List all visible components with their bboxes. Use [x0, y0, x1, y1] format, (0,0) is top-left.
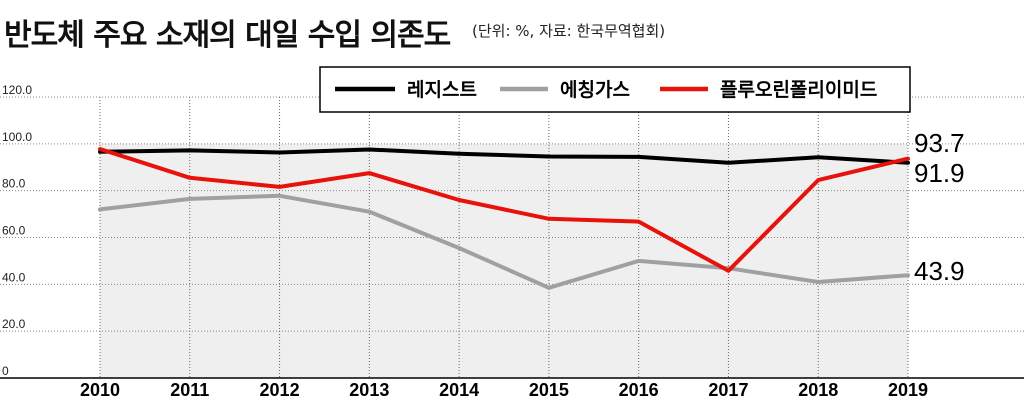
data-point — [458, 247, 460, 249]
data-point — [368, 148, 370, 150]
plot-background — [100, 143, 908, 378]
x-tick-label: 2010 — [80, 380, 120, 400]
data-point — [817, 179, 819, 181]
grid-lines — [0, 96, 1024, 378]
x-tick-label: 2016 — [619, 380, 659, 400]
data-point — [279, 186, 281, 188]
data-point — [189, 198, 191, 200]
data-point — [907, 162, 909, 164]
x-tick-label: 2013 — [349, 380, 389, 400]
data-point — [907, 274, 909, 276]
data-point — [727, 270, 729, 272]
data-point — [99, 151, 101, 153]
data-point — [99, 148, 101, 150]
data-point — [817, 156, 819, 158]
data-point — [907, 158, 909, 160]
x-axis: 2010 2011 2012 2013 2014 2015 2016 2017 2018 2019 — [0, 377, 1024, 400]
y-tick-label: 120.0 — [2, 83, 32, 97]
x-tick-label: 2015 — [529, 380, 569, 400]
data-point — [368, 172, 370, 174]
series-line-1 — [98, 147, 910, 165]
y-axis-ticks: 0 20.0 40.0 60.0 80.0 100.0 120.0 — [2, 83, 32, 378]
x-tick-label: 2018 — [798, 380, 838, 400]
data-point — [189, 177, 191, 179]
legend-box — [319, 66, 911, 113]
data-point — [99, 208, 101, 210]
data-point — [638, 156, 640, 158]
chart-subtitle: (단위: %, 자료: 한국무역협회) — [472, 22, 666, 40]
series-line-3 — [98, 147, 910, 273]
y-tick-label: 0 — [2, 364, 9, 378]
y-tick-label: 40.0 — [2, 270, 26, 284]
end-labels: 93.791.9 43.9 — [914, 128, 965, 286]
y-tick-label: 100.0 — [2, 130, 32, 144]
data-point — [548, 218, 550, 220]
data-point — [458, 153, 460, 155]
legend: 레지스트 에칭가스 플루오린폴리이미드 — [319, 66, 911, 113]
x-tick-label: 2019 — [888, 380, 928, 400]
y-tick-label: 20.0 — [2, 317, 26, 331]
data-point — [458, 199, 460, 201]
x-tick-label: 2014 — [439, 380, 479, 400]
y-tick-label: 80.0 — [2, 177, 26, 191]
data-point — [189, 149, 191, 151]
y-tick-label: 60.0 — [2, 224, 26, 238]
x-tick-label: 2017 — [708, 380, 748, 400]
data-point — [817, 281, 819, 283]
end-value-label: 43.9 — [914, 256, 965, 286]
legend-label: 에칭가스 — [560, 79, 630, 101]
legend-label: 플루오린폴리이미드 — [720, 79, 877, 101]
series-line-2 — [98, 193, 910, 290]
chart-title: 반도체 주요 소재의 대일 수입 의존도 — [4, 18, 451, 53]
data-point — [548, 287, 550, 289]
x-tick-label: 2011 — [170, 380, 209, 400]
data-point — [638, 260, 640, 262]
end-value-label: 91.9 — [914, 158, 965, 188]
data-point — [548, 155, 550, 157]
series-lines — [98, 147, 910, 290]
data-point — [727, 162, 729, 164]
data-point — [368, 211, 370, 213]
data-point — [279, 151, 281, 153]
end-value-label: 93.7 — [914, 128, 965, 158]
legend-label: 레지스트 — [407, 79, 477, 101]
data-point — [638, 221, 640, 223]
x-tick-label: 2012 — [260, 380, 300, 400]
data-point — [279, 195, 281, 197]
